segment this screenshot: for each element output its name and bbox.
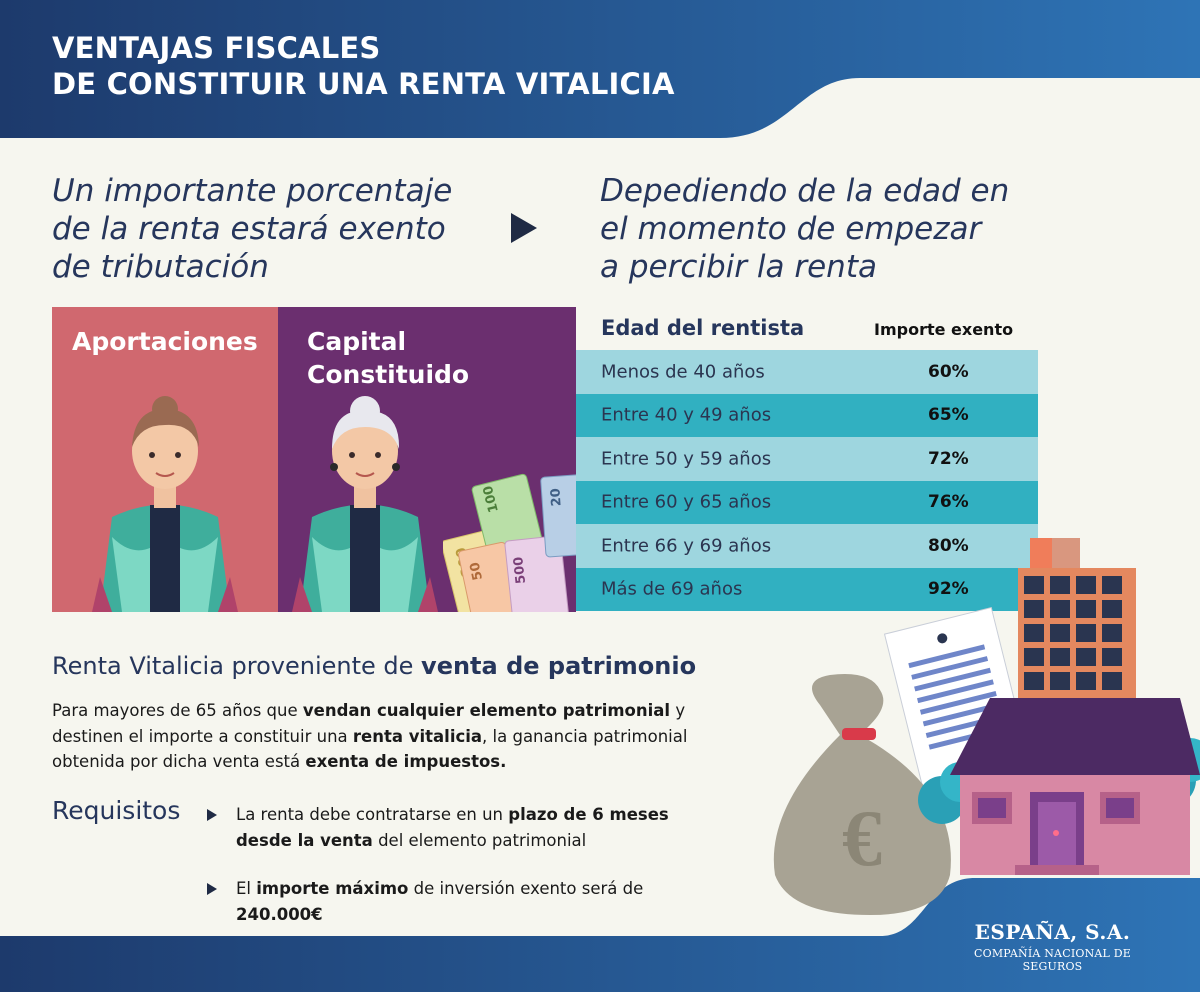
banknote-label: 50: [468, 561, 486, 582]
paragraph-text: , la ganancia patrimonial obtenida por d…: [52, 726, 688, 772]
house-icon: [950, 698, 1200, 875]
req-text-part: El: [236, 879, 257, 898]
intro-left-line: de la renta estará exento: [52, 211, 446, 247]
euro-banknotes-illustration: 200 100 50 500 20: [443, 473, 576, 612]
age-cell: Entre 60 y 65 años: [601, 491, 772, 513]
intro-left-heading: Un importante porcentaje de la renta est…: [52, 172, 482, 286]
pct-cell: 80%: [928, 535, 969, 556]
age-cell: Menos de 40 años: [601, 361, 765, 383]
requirement-text: El importe máximo de inversión exento se…: [236, 876, 707, 927]
capital-label-line: Capital: [307, 327, 407, 356]
paragraph-bold: renta vitalicia: [352, 726, 483, 746]
capital-label: Capital Constituido: [307, 325, 547, 391]
intro-right-line: Depediendo de la edad en: [600, 173, 1010, 209]
req-text-bold: importe máximo: [256, 879, 409, 898]
page-title: VENTAJAS FISCALES DE CONSTITUIR UNA RENT…: [52, 30, 675, 102]
property-sale-illustration: €: [773, 538, 1200, 915]
young-woman-illustration: [92, 396, 238, 612]
pct-cell: 76%: [928, 492, 969, 513]
banknote-label: 100: [481, 484, 502, 514]
bullet-triangle-icon: [207, 809, 217, 821]
footer-band: [0, 878, 1200, 992]
intro-right-line: a percibir la renta: [600, 249, 877, 285]
table-body: Menos de 40 años 60% Entre 40 y 49 años 65…: [576, 350, 1038, 611]
intro-right-line: el momento de empezar: [600, 211, 982, 247]
banknote-label: 500: [511, 556, 529, 585]
age-cell: Entre 66 y 69 años: [601, 535, 772, 557]
company-brand: ESPAÑA, S.A. COMPAÑÍA NACIONAL DE SEGURO…: [950, 920, 1155, 973]
age-cell: Entre 40 y 49 años: [601, 404, 772, 426]
brand-name: ESPAÑA, S.A.: [974, 920, 1131, 944]
req-text-bold: plazo de 6 meses desde la venta: [236, 805, 669, 850]
requirement-text: La renta debe contratarse en un plazo de…: [236, 802, 707, 853]
section-heading-plain: Renta Vitalicia proveniente de: [52, 652, 422, 680]
aportaciones-label: Aportaciones: [72, 327, 258, 356]
intro-left-line: Un importante porcentaje: [52, 173, 453, 209]
age-cell: Más de 69 años: [601, 578, 743, 600]
table-header: Edad del rentista Importe exento: [576, 307, 1038, 350]
aportaciones-panel: Aportaciones: [52, 307, 278, 612]
paragraph-bold: exenta de impuestos.: [305, 752, 507, 771]
column-header-amount: Importe exento: [874, 320, 1014, 339]
capital-panel: Capital Constituido 200 100 50: [278, 307, 576, 612]
table-row: Más de 69 años 92%: [576, 567, 1038, 611]
pct-cell: 65%: [928, 405, 969, 426]
pct-cell: 92%: [928, 579, 969, 600]
table-row: Entre 66 y 69 años 80%: [576, 524, 1038, 568]
req-text-part: La renta debe contratarse en un: [236, 805, 509, 824]
requirement-item: La renta debe contratarse en un plazo de…: [207, 802, 707, 853]
intro-right-heading: Depediendo de la edad en el momento de e…: [600, 172, 1040, 286]
brand-subtitle: COMPAÑÍA NACIONAL DE SEGUROS: [973, 947, 1131, 973]
elderly-woman-illustration: [292, 396, 438, 612]
money-bag-icon: €: [773, 674, 951, 915]
table-row: Entre 60 y 65 años 76%: [576, 480, 1038, 524]
arrow-right-icon: [511, 213, 537, 243]
section-heading-bold: venta de patrimonio: [421, 652, 697, 680]
capital-label-line: Constituido: [307, 360, 470, 389]
section-paragraph: Para mayores de 65 años que vendan cualq…: [52, 698, 712, 775]
section-heading: Renta Vitalicia proveniente de venta de …: [52, 652, 696, 680]
paragraph-text: y destinen el importe a constituir una: [52, 701, 686, 746]
req-text-part: del elemento patrimonial: [372, 830, 587, 850]
euro-symbol: €: [842, 795, 882, 883]
req-text-bold: 240.000€: [236, 904, 323, 924]
intro-left-line: de tributación: [52, 249, 269, 285]
table-row: Entre 40 y 49 años 65%: [576, 393, 1038, 437]
pct-cell: 72%: [928, 448, 969, 469]
requirements-label: Requisitos: [52, 796, 181, 825]
requirement-item: El importe máximo de inversión exento se…: [207, 876, 707, 927]
req-text-part: de inversión exento será de: [408, 879, 644, 898]
pct-cell: 60%: [928, 361, 969, 382]
banknote-label: 20: [548, 488, 564, 507]
age-exemption-table: Edad del rentista Importe exento Menos d…: [576, 307, 1038, 611]
table-row: Entre 50 y 59 años 72%: [576, 437, 1038, 481]
table-row: Menos de 40 años 60%: [576, 350, 1038, 394]
column-header-age: Edad del rentista: [601, 316, 805, 340]
title-line-2: DE CONSTITUIR UNA RENTA VITALICIA: [52, 67, 675, 101]
title-line-1: VENTAJAS FISCALES: [52, 31, 381, 65]
paragraph-bold: vendan cualquier elemento patrimonial: [302, 701, 671, 720]
age-cell: Entre 50 y 59 años: [601, 448, 772, 470]
paragraph-text: Para mayores de 65 años que: [52, 701, 303, 720]
bullet-triangle-icon: [207, 883, 217, 895]
header-band: [0, 0, 1200, 138]
